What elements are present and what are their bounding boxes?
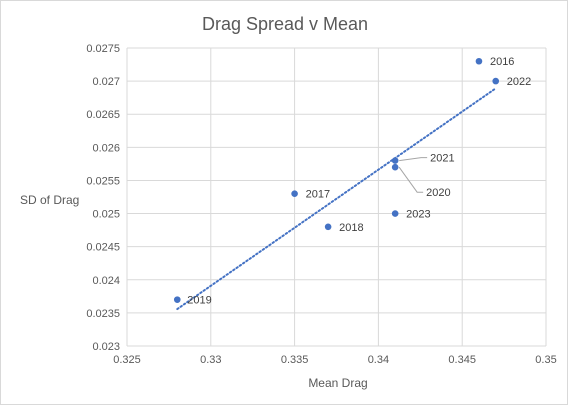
y-axis-ticks: 0.023 0.0235 0.024 0.0245 0.025 0.0255 0.026 0.… <box>86 43 120 353</box>
leader-line-2021 <box>399 157 428 162</box>
y-tick-label: 0.0245 <box>86 242 120 254</box>
data-label-2022: 2022 <box>507 76 531 88</box>
data-point-2022 <box>492 77 500 85</box>
data-label-2021: 2021 <box>430 153 454 165</box>
y-tick-label: 0.027 <box>92 76 120 88</box>
data-point-2019 <box>173 296 181 303</box>
data-point-2023 <box>391 210 399 217</box>
y-tick-label: 0.025 <box>92 209 120 221</box>
data-label-2023: 2023 <box>406 209 430 221</box>
y-tick-label: 0.024 <box>92 275 120 287</box>
data-points <box>173 57 500 303</box>
data-label-2017: 2017 <box>306 189 330 201</box>
trendline <box>176 87 497 311</box>
y-tick-label: 0.026 <box>92 142 120 154</box>
y-tick-label: 0.0235 <box>86 308 120 320</box>
data-label-2020: 2020 <box>426 187 450 199</box>
data-point-2020 <box>391 163 399 171</box>
label-leader-lines <box>398 157 428 193</box>
leader-line-2020 <box>398 166 424 193</box>
x-tick-label: 0.335 <box>281 354 309 366</box>
data-label-2016: 2016 <box>490 56 514 68</box>
x-tick-label: 0.33 <box>200 354 221 366</box>
x-tick-label: 0.345 <box>448 354 476 366</box>
y-tick-label: 0.0265 <box>86 109 120 121</box>
data-point-2018 <box>324 223 332 231</box>
data-labels: 2016 2017 2018 2019 2020 2021 2022 2023 <box>187 56 531 306</box>
x-tick-label: 0.325 <box>113 354 141 366</box>
data-label-2019: 2019 <box>187 295 211 307</box>
x-axis-title: Mean Drag <box>308 376 367 390</box>
x-tick-label: 0.35 <box>535 354 556 366</box>
y-axis-title: SD of Drag <box>20 193 79 207</box>
x-tick-label: 0.34 <box>368 354 389 366</box>
data-point-2016 <box>475 57 483 65</box>
y-tick-label: 0.0255 <box>86 175 120 187</box>
data-label-2018: 2018 <box>339 222 363 234</box>
y-tick-label: 0.0275 <box>86 43 120 55</box>
chart-title: Drag Spread v Mean <box>202 14 368 34</box>
y-tick-label: 0.023 <box>92 341 120 353</box>
data-point-2017 <box>291 190 298 197</box>
x-axis-ticks: 0.325 0.33 0.335 0.34 0.345 0.35 <box>113 354 556 366</box>
gridlines <box>126 47 547 347</box>
data-point-2021 <box>391 157 399 164</box>
